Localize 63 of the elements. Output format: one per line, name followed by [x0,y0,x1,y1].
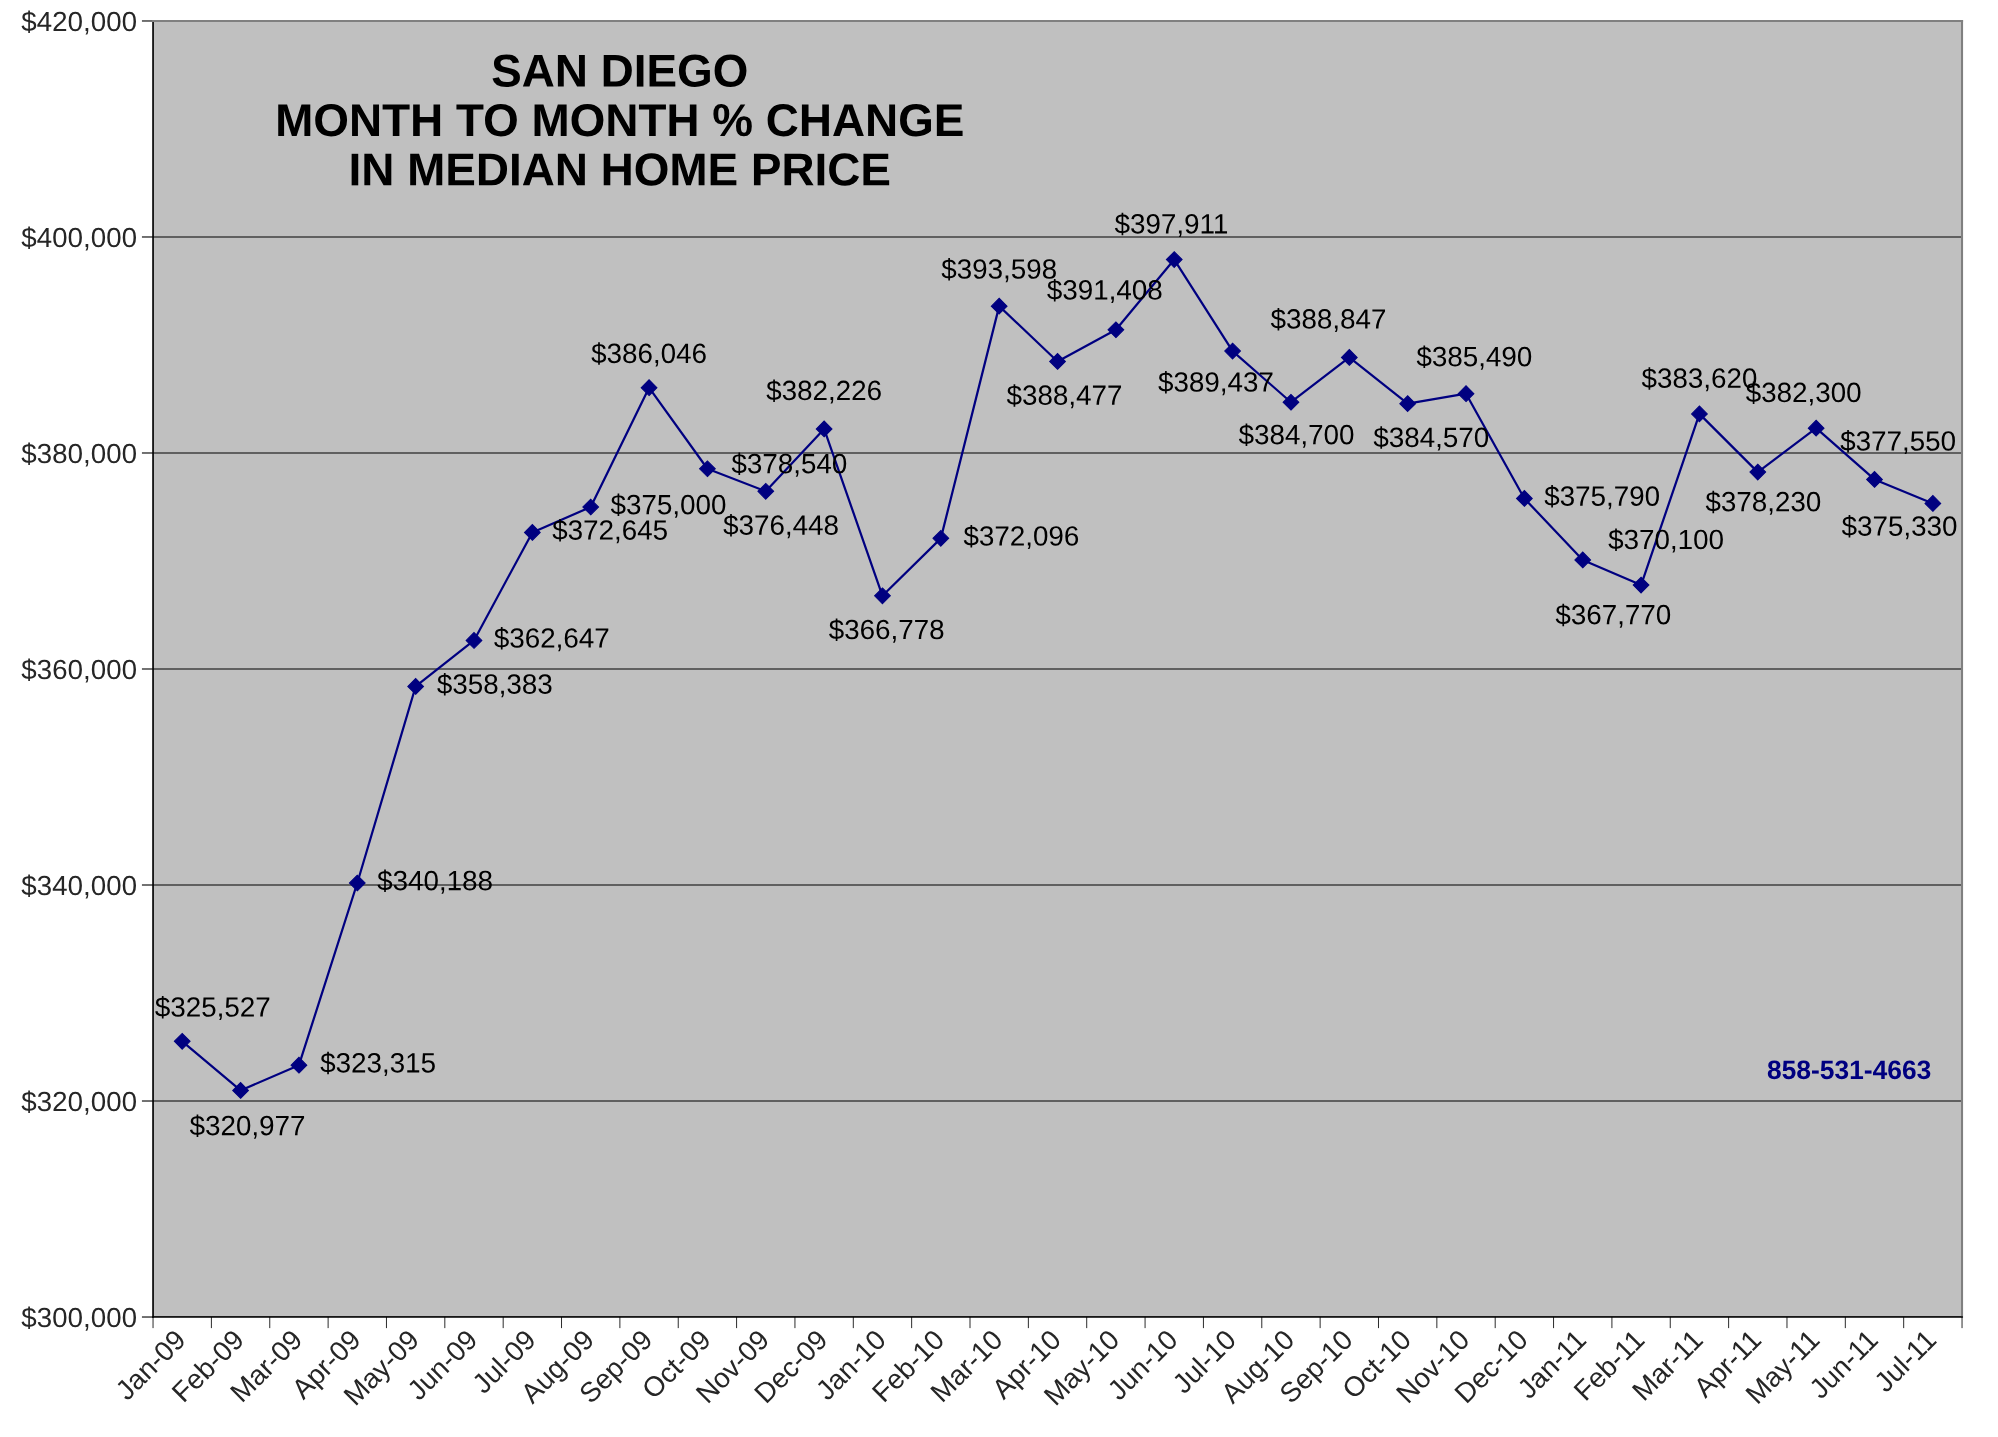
y-tick-label: $380,000 [21,442,136,467]
point [582,498,600,516]
annotation: 858-531-4663 [1767,1060,1931,1080]
y-tick-label: $340,000 [21,874,136,899]
point [1107,321,1125,339]
data-label: $378,230 [1705,490,1821,515]
point [1749,463,1767,481]
point [757,482,775,500]
y-tick-label: $420,000 [21,10,136,35]
point [1574,551,1592,569]
point [1807,419,1825,437]
text: SAN DIEGO MONTH TO MONTH % CHANGE IN MEDIAN HOME PRICE [278,54,963,186]
data-label: $388,847 [1270,307,1386,333]
data-label: $384,700 [1238,423,1354,448]
point [1399,395,1417,413]
point [815,420,833,438]
point [1282,393,1300,411]
point [232,1082,249,1099]
point [1924,495,1942,512]
point [932,529,950,547]
point [874,587,891,605]
data-label: $389,437 [1158,371,1273,396]
point [290,1056,308,1074]
data-label: $340,188 [377,869,492,894]
point [1691,405,1708,423]
data-label: $385,490 [1416,345,1532,370]
point [1866,471,1883,488]
data-label: $367,770 [1555,603,1671,628]
data-label: $358,383 [437,673,552,698]
data-label: $372,096 [963,524,1079,550]
point [348,874,366,892]
y-tick-label: $360,000 [21,658,136,683]
data-label: $377,550 [1840,429,1955,455]
point [1224,342,1241,360]
data-label: $372,645 [552,519,667,544]
data-label: $375,330 [1841,515,1957,540]
y-tick-label: $300,000 [21,1306,136,1331]
point [990,297,1008,315]
data-label: $362,647 [494,627,609,652]
data-label: $323,315 [320,1051,435,1076]
point [1632,576,1650,594]
point [1165,251,1183,268]
data-label: $384,570 [1373,426,1489,451]
point [407,678,425,695]
data-label: $388,477 [1006,384,1122,409]
point [1340,349,1358,366]
data-label: $382,226 [766,379,881,404]
point [1049,353,1066,370]
point [465,632,483,649]
data-label: $397,911 [1114,212,1228,237]
data-label: $386,046 [591,342,706,367]
data-label: $325,527 [155,995,270,1021]
data-label: $366,778 [829,618,944,643]
point [1516,490,1533,507]
point [523,524,541,541]
y-tick-label: $400,000 [21,226,136,251]
point [699,460,716,478]
y-tick-label: $320,000 [21,1090,136,1115]
point [640,379,658,397]
point [173,1032,191,1050]
data-label: $375,790 [1544,485,1659,510]
data-label: $320,977 [189,1114,305,1139]
point [1457,385,1475,403]
